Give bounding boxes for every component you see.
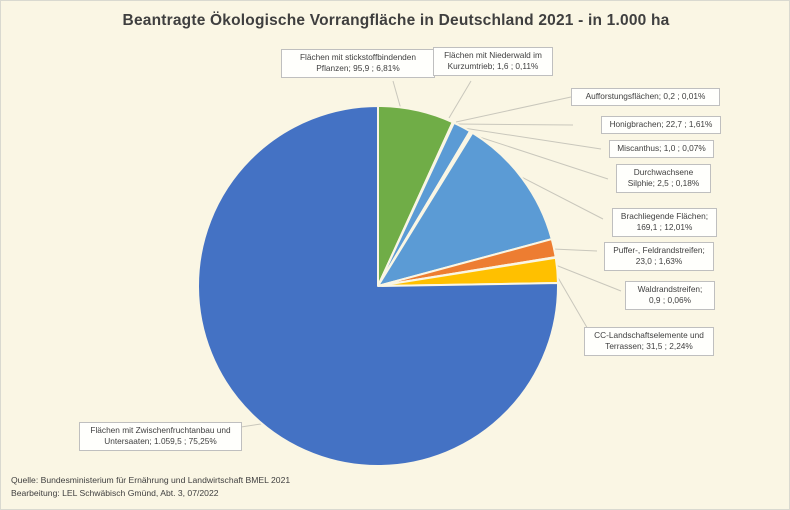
source-note: Quelle: Bundesministerium für Ernährung … (11, 474, 290, 500)
leader-line-waldrandstreifen (552, 263, 622, 292)
leader-line-durchwachsene-silphie (457, 129, 609, 180)
callout-cc-landschaftselemente: CC-Landschaftselemente und Terrassen; 31… (584, 327, 714, 356)
callout-brachliegende-flaechen: Brachliegende Flächen; 169,1 ; 12,01% (612, 208, 717, 237)
leader-line-cc-landschaftselemente (552, 268, 590, 332)
callout-puffer-feldrandstreifen: Puffer-, Feldrandstreifen; 23,0 ; 1,63% (604, 242, 714, 271)
pie-slices-group (197, 105, 559, 467)
leader-line-niederwald-kurzumtrieb (448, 80, 472, 119)
callout-aufforstungsflaechen: Aufforstungsflächen; 0,2 ; 0,01% (571, 88, 720, 106)
leader-line-puffer-feldrandstreifen (552, 248, 598, 252)
source-line-1: Quelle: Bundesministerium für Ernährung … (11, 475, 291, 485)
leader-line-miscanthus (456, 126, 602, 150)
leader-line-aufforstungsflaechen (455, 96, 572, 123)
source-line-2: Bearbeitung: LEL Schwäbisch Gmünd, Abt. … (11, 487, 219, 498)
callout-honigbrachen: Honigbrachen; 22,7 ; 1,61% (601, 116, 721, 134)
callout-durchwachsene-silphie: Durchwachsene Silphie; 2,5 ; 0,18% (616, 164, 711, 193)
page-title: Beantragte Ökologische Vorrangfläche in … (122, 12, 670, 29)
callout-stickstoffbindende-pflanzen: Flächen mit stickstoffbindenden Pflanzen… (281, 49, 435, 78)
leader-lines-group (240, 80, 622, 428)
callout-miscanthus: Miscanthus; 1,0 ; 0,07% (609, 140, 714, 158)
pie-slice-brachliegende-flaechen[interactable] (377, 131, 553, 287)
callout-zwischenfruchtanbau: Flächen mit Zwischenfruchtanbau und Unte… (79, 422, 242, 451)
pie-slice-zwischenfruchtanbau-untersaaten[interactable] (197, 105, 559, 467)
callout-waldrandstreifen: Waldrandstreifen; 0,9 ; 0,06% (625, 281, 715, 310)
leader-line-honigbrachen (455, 123, 574, 126)
callout-niederwald-kurzumtrieb: Flächen mit Niederwald im Kurzumtrieb; 1… (433, 47, 553, 76)
